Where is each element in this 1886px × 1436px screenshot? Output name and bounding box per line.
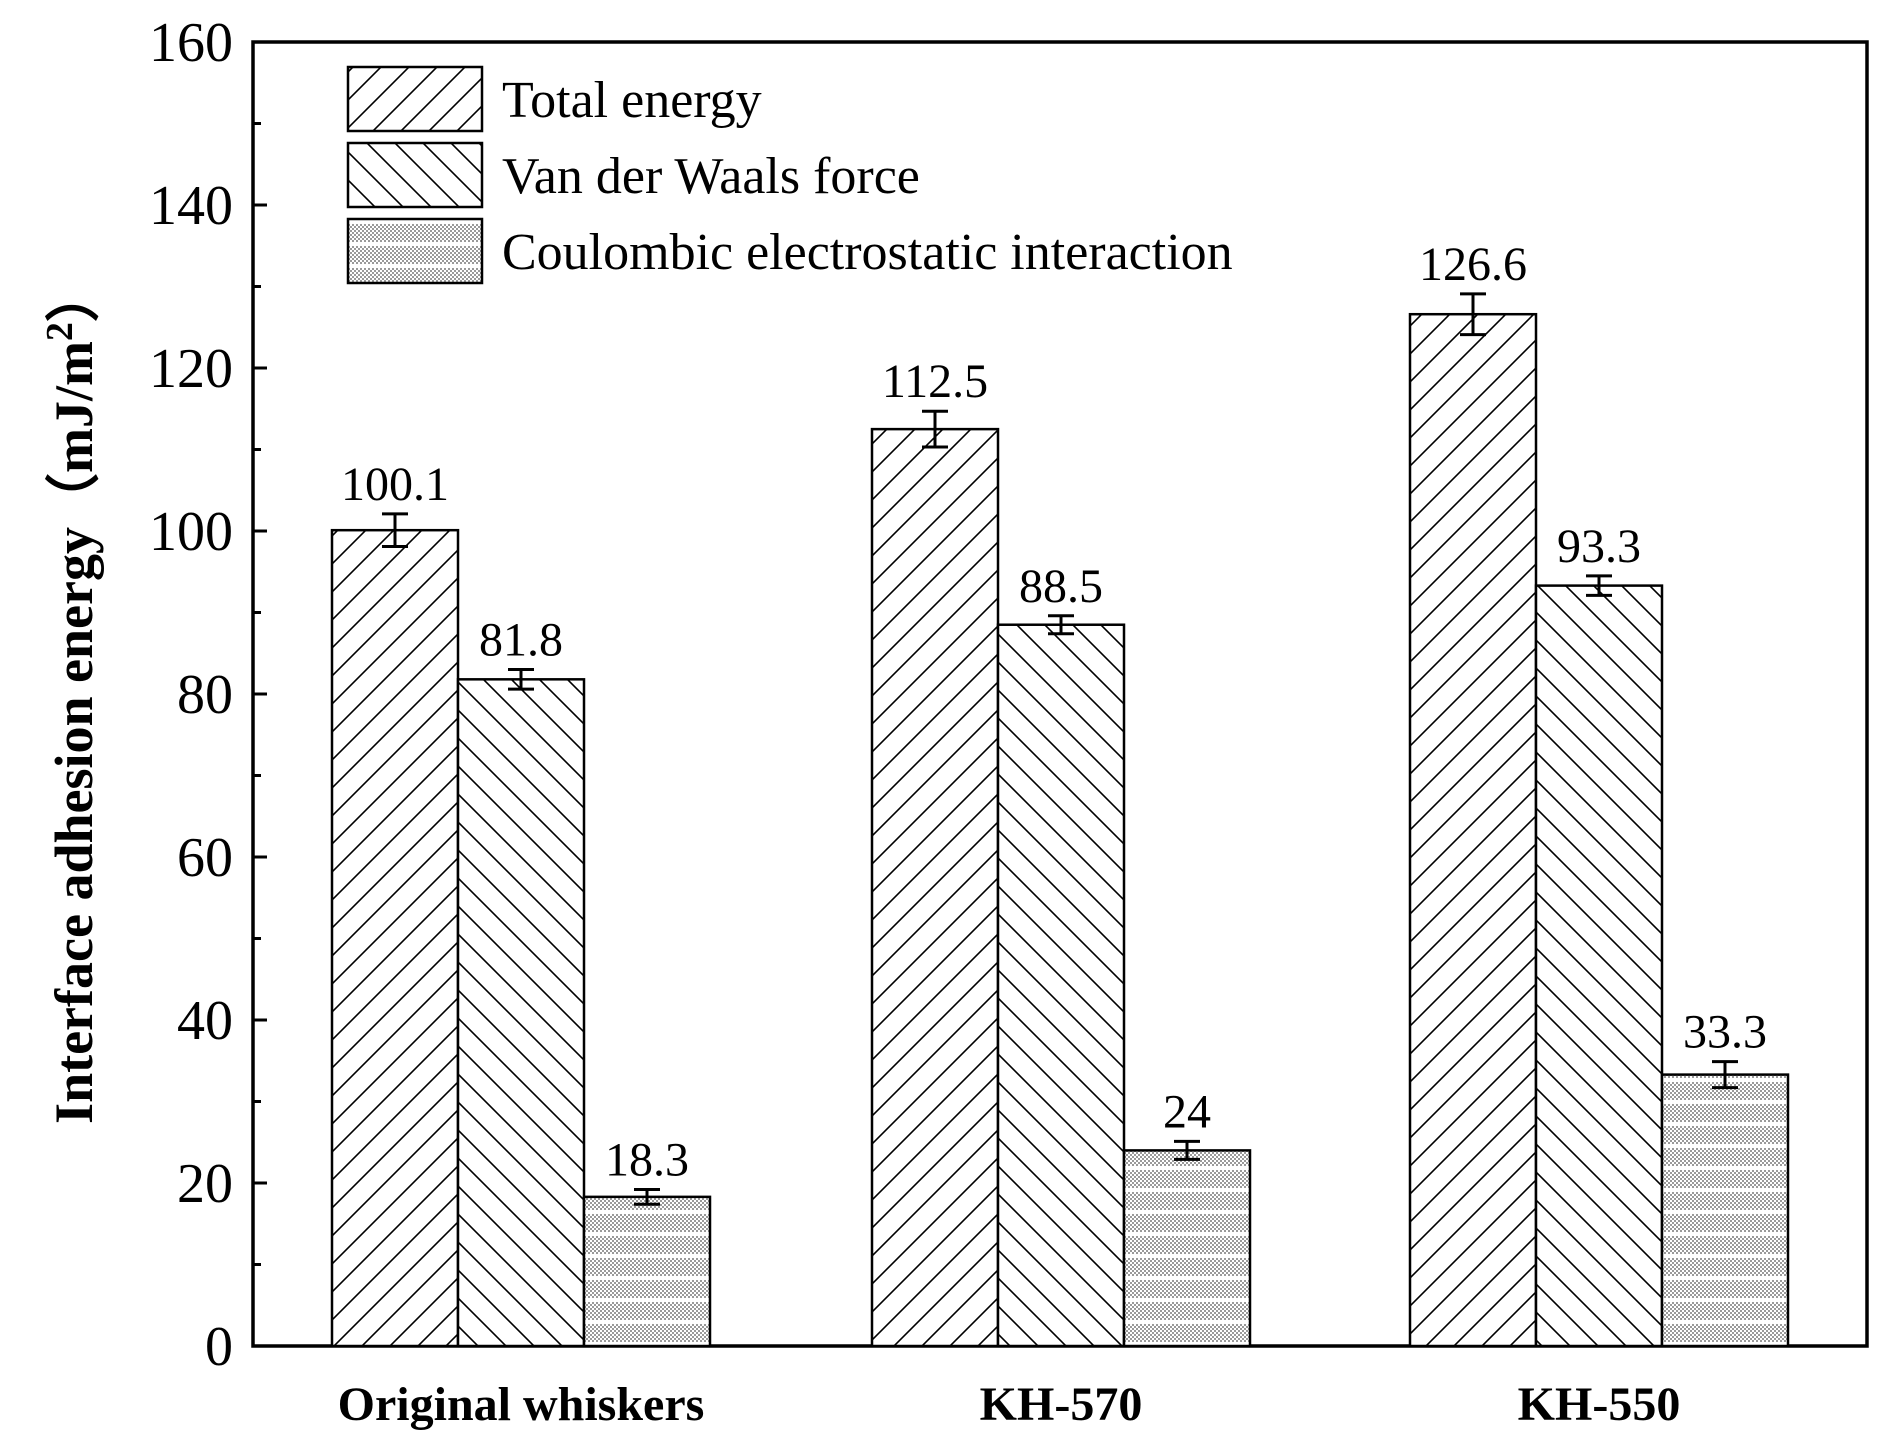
data-label: 93.3 (1557, 520, 1641, 573)
y-tick-label: 100 (149, 501, 233, 563)
x-category-label: KH-550 (1518, 1378, 1681, 1431)
bar-total-energy (1408, 312, 1538, 1348)
bar-total-energy (330, 528, 460, 1348)
bar-coulombic-electrostatic-interaction (582, 1195, 712, 1348)
y-axis-title: Interface adhesion energy（mJ/m2） (39, 268, 104, 1124)
y-tick-label: 0 (205, 1316, 233, 1378)
data-label: 24 (1163, 1085, 1211, 1138)
data-label: 126.6 (1419, 238, 1527, 291)
y-tick-label: 80 (177, 664, 233, 726)
y-tick-label: 60 (177, 827, 233, 889)
bar-van-der-waals-force (996, 623, 1126, 1348)
data-label: 33.3 (1683, 1006, 1767, 1059)
y-tick-label: 140 (149, 175, 233, 237)
bar-van-der-waals-force (1534, 584, 1664, 1348)
legend-label: Total energy (502, 72, 762, 129)
legend-label: Coulombic electrostatic interaction (502, 224, 1233, 281)
y-tick-label: 120 (149, 338, 233, 400)
data-label: 81.8 (479, 614, 563, 667)
bar-total-energy (870, 427, 1000, 1348)
y-axis-title-close: ） (44, 268, 104, 322)
legend-swatch (346, 141, 484, 209)
legend-swatch (346, 65, 484, 133)
x-category-label: Original whiskers (338, 1378, 705, 1431)
y-tick-label: 160 (149, 12, 233, 74)
y-axis-title-superscript: 2 (39, 322, 81, 341)
data-label: 18.3 (605, 1134, 689, 1187)
bar-coulombic-electrostatic-interaction (1122, 1149, 1252, 1348)
bar-coulombic-electrostatic-interaction (1660, 1073, 1790, 1348)
legend-swatch (346, 217, 484, 285)
bar-van-der-waals-force (456, 678, 586, 1348)
data-label: 112.5 (882, 355, 988, 408)
data-label: 100.1 (341, 458, 449, 511)
y-tick-label: 20 (177, 1153, 233, 1215)
y-tick-label: 40 (177, 990, 233, 1052)
data-label: 88.5 (1019, 560, 1103, 613)
y-axis-title-main: Interface adhesion energy（mJ/m (44, 341, 104, 1124)
legend-label: Van der Waals force (502, 148, 920, 205)
x-category-label: KH-570 (980, 1378, 1143, 1431)
